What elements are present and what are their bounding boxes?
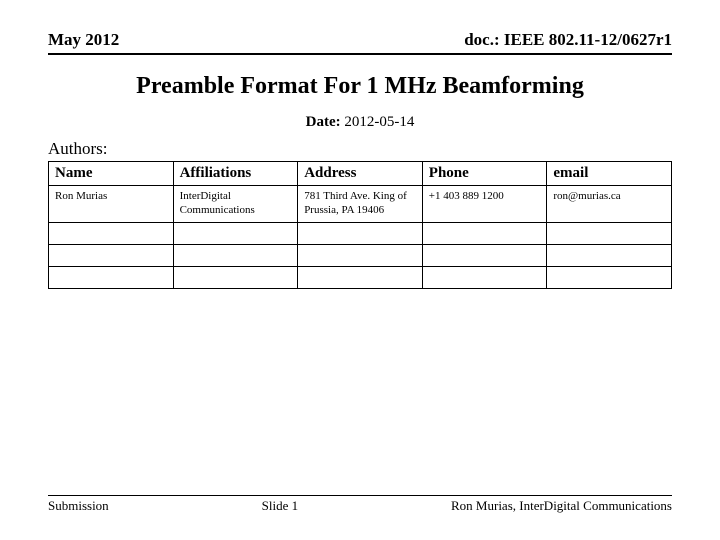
cell-address [298, 244, 423, 266]
footer: Submission Slide 1 Ron Murias, InterDigi… [48, 495, 672, 514]
table-row [49, 266, 672, 288]
cell-email: ron@murias.ca [547, 186, 672, 223]
cell-address [298, 222, 423, 244]
col-phone: Phone [422, 162, 547, 186]
date-line: Date: 2012-05-14 [48, 114, 672, 131]
cell-address [298, 266, 423, 288]
cell-email [547, 222, 672, 244]
header-doc-id: doc.: IEEE 802.11-12/0627r1 [464, 30, 672, 50]
cell-email [547, 244, 672, 266]
cell-affiliations: InterDigital Communications [173, 186, 298, 223]
cell-affiliations [173, 266, 298, 288]
col-name: Name [49, 162, 174, 186]
cell-name [49, 222, 174, 244]
cell-email [547, 266, 672, 288]
cell-phone: +1 403 889 1200 [422, 186, 547, 223]
cell-affiliations [173, 244, 298, 266]
table-header-row: Name Affiliations Address Phone email [49, 162, 672, 186]
date-label: Date: [306, 114, 341, 130]
table-row: Ron Murias InterDigital Communications 7… [49, 186, 672, 223]
col-email: email [547, 162, 672, 186]
table-row [49, 222, 672, 244]
cell-phone [422, 222, 547, 244]
footer-center: Slide 1 [262, 498, 298, 514]
cell-address: 781 Third Ave. King of Prussia, PA 19406 [298, 186, 423, 223]
header-date: May 2012 [48, 30, 119, 50]
cell-name: Ron Murias [49, 186, 174, 223]
cell-name [49, 244, 174, 266]
cell-phone [422, 266, 547, 288]
cell-affiliations [173, 222, 298, 244]
authors-label: Authors: [48, 139, 672, 159]
authors-table: Name Affiliations Address Phone email Ro… [48, 161, 672, 289]
col-address: Address [298, 162, 423, 186]
footer-right: Ron Murias, InterDigital Communications [451, 498, 672, 514]
footer-left: Submission [48, 498, 109, 514]
cell-phone [422, 244, 547, 266]
col-affiliations: Affiliations [173, 162, 298, 186]
header: May 2012 doc.: IEEE 802.11-12/0627r1 [48, 30, 672, 55]
date-value: 2012-05-14 [344, 114, 414, 130]
cell-name [49, 266, 174, 288]
page-title: Preamble Format For 1 MHz Beamforming [48, 73, 672, 100]
table-row [49, 244, 672, 266]
